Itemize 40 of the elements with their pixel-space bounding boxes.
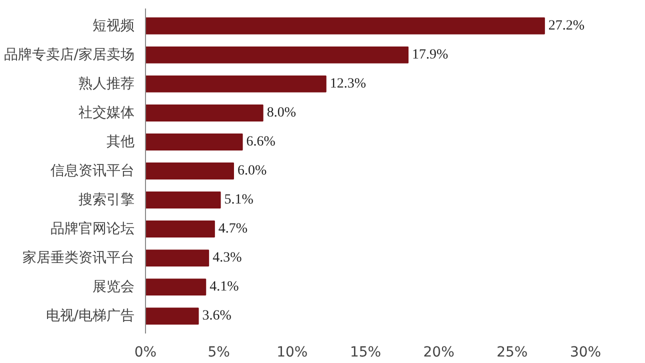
x-tick-label: 5% bbox=[208, 344, 230, 360]
data-label: 12.3% bbox=[330, 76, 366, 92]
y-tick-label: 品牌官网论坛 bbox=[50, 221, 134, 238]
y-tick-label: 展览会 bbox=[92, 279, 134, 296]
y-tick-label: 家居垂类资讯平台 bbox=[22, 250, 134, 266]
x-tick-label: 15% bbox=[350, 344, 382, 360]
y-tick-label: 信息资讯平台 bbox=[50, 163, 134, 179]
y-tick-label: 搜索引擎 bbox=[78, 192, 134, 208]
x-tick-label: 0% bbox=[134, 344, 157, 360]
bar bbox=[146, 104, 264, 122]
bar bbox=[146, 278, 206, 296]
y-tick-label: 品牌专卖店/家居卖场 bbox=[4, 46, 134, 63]
x-tick-label: 10% bbox=[276, 344, 308, 360]
y-tick-label: 社交媒体 bbox=[78, 104, 134, 121]
bar bbox=[146, 134, 243, 150]
x-tick-label: 30% bbox=[570, 344, 602, 360]
data-label: 3.6% bbox=[202, 308, 232, 324]
bar bbox=[146, 192, 221, 208]
x-tick-label: 20% bbox=[423, 344, 454, 360]
bar bbox=[146, 162, 234, 180]
y-tick-label: 熟人推荐 bbox=[78, 76, 134, 92]
data-label: 27.2% bbox=[548, 18, 585, 34]
data-label: 8.0% bbox=[266, 105, 296, 120]
bar bbox=[146, 17, 545, 34]
y-tick-label: 其他 bbox=[106, 134, 134, 150]
data-label: 6.6% bbox=[246, 134, 276, 150]
data-label: 4.1% bbox=[210, 280, 240, 295]
x-tick-label: 25% bbox=[496, 344, 528, 360]
data-label: 4.3% bbox=[212, 250, 242, 266]
bar bbox=[146, 46, 409, 64]
bar bbox=[146, 220, 215, 238]
bar bbox=[146, 75, 326, 92]
bar bbox=[146, 308, 199, 325]
data-label: 6.0% bbox=[238, 164, 267, 178]
y-tick-label: 电视/电梯广告 bbox=[46, 308, 134, 324]
data-label: 17.9% bbox=[412, 47, 449, 62]
bar bbox=[146, 250, 210, 267]
data-label: 4.7% bbox=[218, 222, 248, 237]
y-tick-label: 短视频 bbox=[92, 18, 134, 34]
data-label: 5.1% bbox=[224, 192, 254, 208]
